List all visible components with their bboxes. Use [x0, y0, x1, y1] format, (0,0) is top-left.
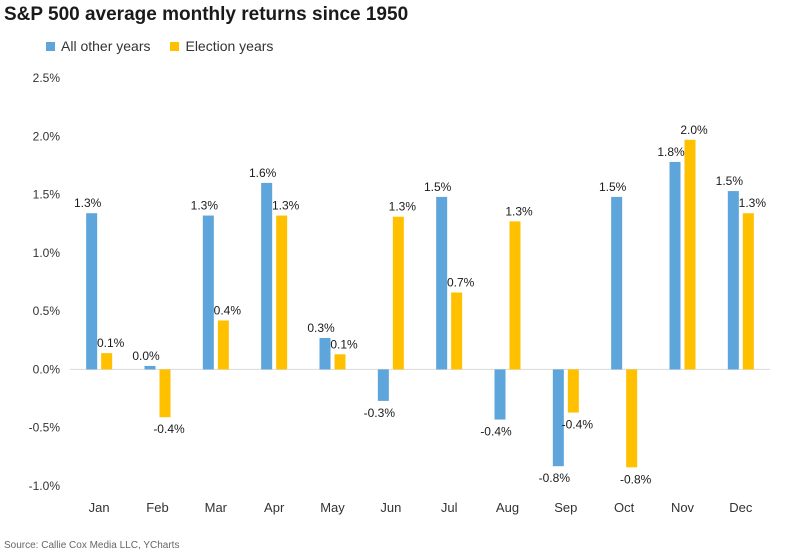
bar-other-years-feb [144, 365, 156, 370]
bar-election-years-jun [392, 216, 404, 370]
bar-election-years-sep [567, 369, 579, 413]
legend-label-other-years: All other years [61, 38, 151, 54]
data-label-other-years-aug: -0.4% [480, 425, 512, 439]
data-label-election-years-nov: 2.0% [680, 123, 708, 137]
bar-other-years-nov [669, 161, 681, 370]
legend-item-other-years: All other years [46, 38, 150, 54]
y-tick-label: 2.0% [33, 129, 61, 143]
bar-election-years-nov [684, 139, 696, 370]
bar-election-years-apr [276, 215, 288, 370]
x-tick-label: Jul [441, 500, 458, 515]
y-tick-label: 0.0% [33, 362, 61, 376]
bar-other-years-jan [86, 213, 98, 370]
bar-other-years-may [319, 337, 331, 370]
bar-election-years-feb [159, 369, 171, 418]
legend-swatch-election-years [170, 41, 180, 51]
x-tick-label: Jan [89, 500, 110, 515]
data-label-election-years-apr: 1.3% [272, 199, 300, 213]
legend-swatch-other-years [46, 41, 55, 51]
bar-election-years-aug [509, 221, 521, 370]
y-tick-label: 2.5% [33, 71, 61, 85]
bar-other-years-sep [552, 369, 564, 467]
x-tick-label: Mar [205, 500, 228, 515]
data-label-election-years-jan: 0.1% [97, 336, 125, 350]
x-tick-label: Nov [671, 500, 695, 515]
x-tick-label: Jun [380, 500, 401, 515]
bar-election-years-dec [742, 213, 754, 370]
y-tick-label: -1.0% [29, 479, 61, 493]
data-label-election-years-sep: -0.4% [562, 418, 594, 432]
data-label-election-years-feb: -0.4% [153, 422, 185, 436]
chart-title: S&P 500 average monthly returns since 19… [4, 4, 409, 25]
y-tick-label: 0.5% [33, 304, 61, 318]
x-tick-label: Dec [729, 500, 753, 515]
data-label-other-years-jan: 1.3% [74, 196, 102, 210]
data-label-other-years-apr: 1.6% [249, 166, 277, 180]
data-label-other-years-dec: 1.5% [716, 174, 744, 188]
y-tick-label: 1.0% [33, 246, 61, 260]
bar-other-years-jun [377, 369, 389, 401]
bar-other-years-mar [202, 215, 214, 370]
data-label-election-years-may: 0.1% [330, 337, 358, 351]
data-label-election-years-jul: 0.7% [447, 275, 475, 289]
y-tick-label: -0.5% [29, 421, 61, 435]
bar-other-years-oct [611, 196, 623, 370]
bar-election-years-jul [451, 292, 463, 370]
data-label-other-years-sep: -0.8% [539, 471, 571, 485]
bar-election-years-jan [101, 353, 113, 370]
x-tick-label: Feb [146, 500, 168, 515]
chart-legend: All other years Election years [46, 38, 293, 54]
y-tick-label: 1.5% [33, 188, 61, 202]
data-label-other-years-jul: 1.5% [424, 180, 452, 194]
data-label-election-years-dec: 1.3% [739, 196, 767, 210]
bar-other-years-jul [436, 196, 448, 370]
bar-other-years-apr [261, 182, 273, 370]
data-label-other-years-oct: 1.5% [599, 180, 627, 194]
bar-election-years-oct [626, 369, 638, 468]
x-tick-label: Apr [264, 500, 285, 515]
data-label-election-years-jun: 1.3% [389, 200, 417, 214]
data-label-other-years-mar: 1.3% [191, 199, 219, 213]
legend-item-election-years: Election years [170, 38, 273, 54]
legend-label-election-years: Election years [185, 38, 274, 54]
data-label-election-years-aug: 1.3% [505, 204, 533, 218]
x-tick-label: Aug [496, 500, 519, 515]
data-label-other-years-feb: 0.0% [132, 349, 160, 363]
bar-election-years-mar [217, 320, 229, 370]
data-label-election-years-oct: -0.8% [620, 472, 652, 486]
data-label-other-years-jun: -0.3% [364, 406, 396, 420]
bar-election-years-may [334, 354, 346, 370]
x-tick-label: May [320, 500, 345, 515]
x-tick-label: Sep [554, 500, 577, 515]
bar-other-years-aug [494, 369, 506, 420]
data-label-other-years-nov: 1.8% [657, 145, 685, 159]
source-note: Source: Callie Cox Media LLC, YCharts [4, 540, 180, 551]
data-label-election-years-mar: 0.4% [214, 303, 242, 317]
bar-other-years-dec [727, 191, 739, 370]
x-tick-label: Oct [614, 500, 635, 515]
data-label-other-years-may: 0.3% [307, 321, 335, 335]
